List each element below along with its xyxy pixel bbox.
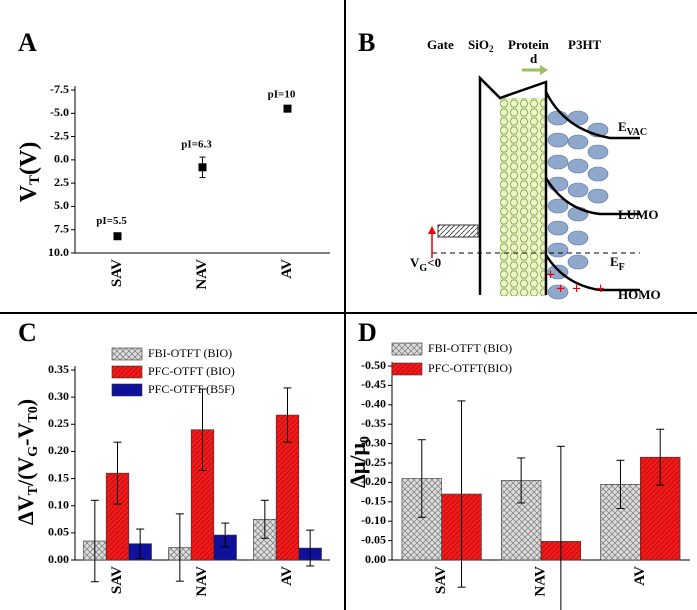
svg-text:+: + bbox=[596, 281, 605, 298]
label: Protein bbox=[508, 37, 550, 52]
legend-swatch bbox=[111, 383, 143, 397]
label: LUMO bbox=[618, 207, 658, 222]
y-tick-label: -7.5 bbox=[50, 82, 69, 96]
arrow-head bbox=[540, 65, 548, 75]
y-tick-label: 0.25 bbox=[48, 416, 69, 430]
legend-label: FBI-OTFT (BIO) bbox=[428, 341, 512, 355]
y-axis-label-part: (V) bbox=[16, 142, 42, 175]
y-tick-label: -0.20 bbox=[361, 474, 386, 488]
y-axis-label-part: T0 bbox=[26, 406, 41, 422]
y-tick-label: -0.05 bbox=[361, 532, 386, 546]
x-tick-label: AV bbox=[632, 566, 648, 586]
legend-swatch bbox=[111, 347, 143, 361]
y-axis-label-part: V bbox=[16, 184, 42, 202]
y-axis-label-part: ) bbox=[13, 399, 38, 406]
y-axis-label: ΔVT/(VG-VT0) bbox=[13, 399, 41, 525]
band-lines bbox=[478, 74, 640, 295]
annotation: pI=6.3 bbox=[181, 139, 212, 151]
y-tick-label: -0.50 bbox=[361, 358, 386, 372]
label: SiO2 bbox=[468, 37, 494, 54]
y-tick-label: 5.0 bbox=[54, 198, 69, 212]
svg-text:+: + bbox=[572, 281, 581, 298]
svg-text:+: + bbox=[546, 267, 555, 284]
x-tick-label: AV bbox=[279, 566, 295, 586]
y-axis-label-part: /(V bbox=[13, 457, 38, 487]
gate bbox=[437, 224, 479, 238]
y-axis-label: Δμ/μ0 bbox=[345, 436, 373, 488]
y-tick-label: 10.0 bbox=[48, 245, 69, 259]
y-tick-label: 0.05 bbox=[48, 525, 69, 539]
x-tick-label: SAV bbox=[433, 566, 449, 594]
p3ht-layer bbox=[547, 110, 609, 300]
label: P3HT bbox=[568, 37, 602, 52]
svg-text:+: + bbox=[556, 281, 565, 298]
y-tick-label: 0.30 bbox=[48, 389, 69, 403]
legend-label: PFC-OTFT (BIO) bbox=[148, 364, 235, 378]
charges: ++ + + bbox=[546, 267, 605, 298]
x-tick-label: AV bbox=[279, 259, 295, 279]
panel-letter: B bbox=[358, 28, 375, 57]
y-axis-label-part: G bbox=[26, 446, 41, 457]
x-tick-label: NAV bbox=[532, 566, 548, 597]
y-tick-label: 0.15 bbox=[48, 470, 69, 484]
y-axis-label-part: Δμ/μ bbox=[345, 443, 370, 488]
label: Gate bbox=[427, 37, 454, 52]
legend-swatch bbox=[391, 342, 423, 356]
y-tick-label: 0.00 bbox=[48, 552, 69, 566]
x-tick-label: NAV bbox=[194, 259, 210, 290]
y-axis-label-part: T bbox=[27, 175, 43, 185]
y-tick-label: 0.10 bbox=[48, 497, 69, 511]
x-tick-label: SAV bbox=[109, 259, 125, 287]
legend-swatch bbox=[111, 365, 143, 379]
y-axis-label: VT(V) bbox=[16, 142, 44, 203]
y-axis-label-part: T bbox=[26, 485, 41, 495]
annotation: pI=10 bbox=[268, 88, 296, 100]
x-tick-label: SAV bbox=[109, 566, 125, 594]
legend-label: PFC-OTFT(BIO) bbox=[428, 361, 512, 375]
x-tick-label: NAV bbox=[194, 566, 210, 597]
diagram-b: B Gate SiO2 Protein P3HT d ++ + + bbox=[358, 28, 661, 302]
y-tick-label: -0.35 bbox=[361, 416, 386, 430]
y-tick-label: -0.45 bbox=[361, 377, 386, 391]
panel-letter: C bbox=[18, 318, 37, 347]
annotation: pI=5.5 bbox=[96, 215, 127, 227]
y-axis-label-part: -V bbox=[13, 422, 38, 445]
y-tick-label: -0.10 bbox=[361, 513, 386, 527]
legend-swatch bbox=[391, 362, 423, 376]
y-tick-label: 0.20 bbox=[48, 443, 69, 457]
label: VG<0 bbox=[410, 255, 441, 274]
y-axis-label-part: ΔV bbox=[13, 495, 38, 525]
legend-label: FBI-OTFT (BIO) bbox=[148, 346, 232, 360]
y-tick-label: 0.0 bbox=[54, 152, 69, 166]
y-tick-label: -0.30 bbox=[361, 435, 386, 449]
y-tick-label: -5.0 bbox=[50, 105, 69, 119]
y-tick-label: 0.35 bbox=[48, 362, 69, 376]
panel-letter: A bbox=[18, 28, 37, 57]
y-tick-label: 0.00 bbox=[365, 552, 386, 566]
y-tick-label: -0.40 bbox=[361, 397, 386, 411]
y-tick-label: -2.5 bbox=[50, 128, 69, 142]
panel-letter: D bbox=[358, 318, 377, 347]
y-tick-label: -0.25 bbox=[361, 455, 386, 469]
protein-layer bbox=[500, 98, 546, 296]
y-axis-label-part: 0 bbox=[358, 436, 373, 443]
label: EVAC bbox=[618, 119, 647, 138]
label: d bbox=[530, 51, 538, 66]
y-tick-label: 2.5 bbox=[54, 175, 69, 189]
y-tick-label: -0.15 bbox=[361, 494, 386, 508]
point bbox=[283, 104, 292, 113]
arrow-head bbox=[428, 226, 436, 234]
point bbox=[113, 232, 122, 241]
legend-label: PFC-OTFT (B5F) bbox=[148, 382, 235, 396]
label: HOMO bbox=[618, 287, 661, 302]
y-tick-label: 7.5 bbox=[54, 221, 69, 235]
point bbox=[198, 163, 207, 172]
label: EF bbox=[610, 254, 625, 273]
